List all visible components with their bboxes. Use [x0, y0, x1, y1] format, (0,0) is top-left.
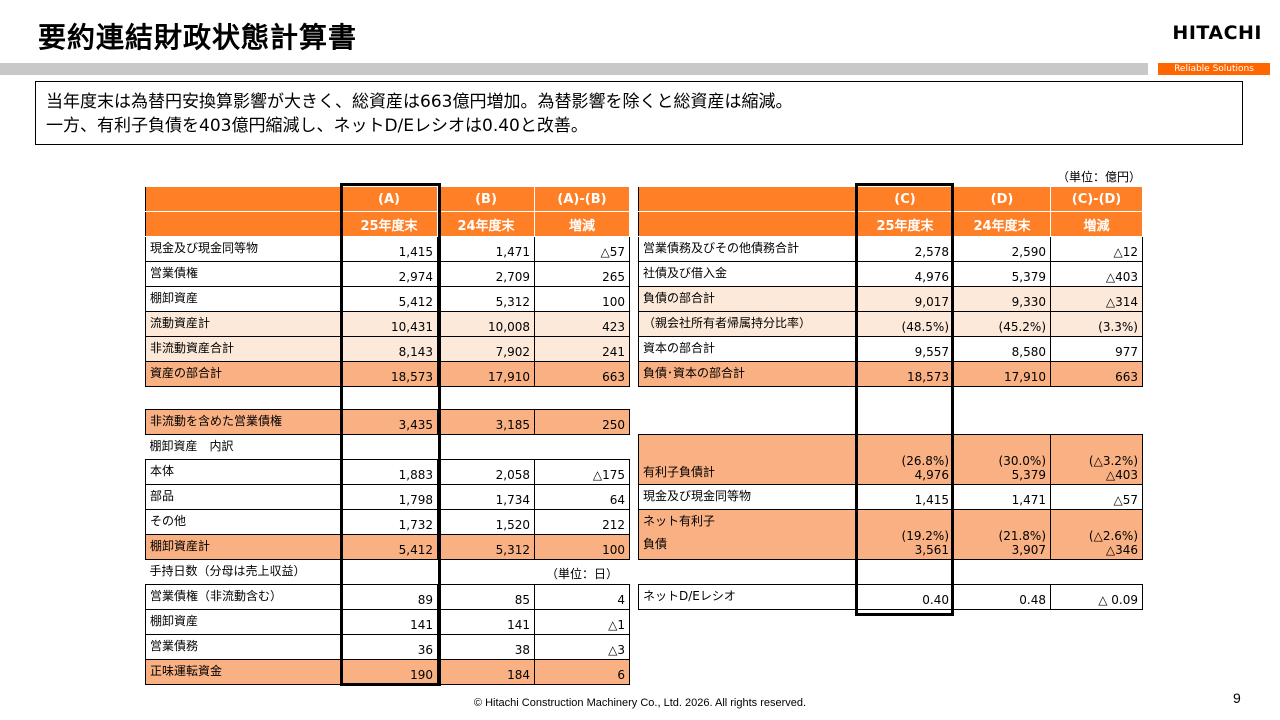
col-cd: (C)-(D)	[1050, 186, 1143, 212]
col-d-label: 24年度末	[953, 211, 1051, 237]
table-row: その他 1,732 1,520 212	[145, 509, 630, 535]
table-row: 営業債務 36 38 △3	[145, 634, 630, 660]
table-row: 資産の部合計 18,573 17,910 663	[145, 361, 630, 387]
table-row: 負債･資本の部合計 18,573 17,910 663	[638, 361, 1143, 387]
table-row: 流動資産計 10,431 10,008 423	[145, 311, 630, 337]
table-row: 現金及び現金同等物 1,415 1,471 △57	[145, 236, 630, 262]
table-row: 棚卸資産 5,412 5,312 100	[145, 286, 630, 312]
table-row: 社債及び借入金 4,976 5,379 △403	[638, 261, 1143, 287]
days-unit-label: （単位：日）	[545, 567, 618, 581]
table-row: 負債の部合計 9,017 9,330 △314	[638, 286, 1143, 312]
table-row: 非流動を含めた営業債権 3,435 3,185 250	[145, 409, 630, 435]
section-title-row: 棚卸資産 内訳	[146, 435, 630, 460]
col-c: (C)	[856, 186, 954, 212]
col-b: (B)	[437, 186, 535, 212]
holding-days-title: 手持日数（分母は売上収益）	[149, 564, 306, 578]
copyright-footer: © Hitachi Construction Machinery Co., Lt…	[473, 697, 807, 709]
inventory-breakdown-title: 棚卸資産 内訳	[149, 439, 234, 453]
header-row-2: 25年度末 24年度末 増減	[638, 211, 1143, 237]
col-d: (D)	[953, 186, 1051, 212]
table-row: 棚卸資産 141 141 △1	[145, 609, 630, 635]
page-number: 9	[1233, 690, 1241, 706]
table-row: 資本の部合計 9,557 8,580 977	[638, 336, 1143, 362]
table-row: 現金及び現金同等物 1,415 1,471 △57	[638, 484, 1143, 510]
table-row: （親会社所有者帰属持分比率） (48.5%) (45.2%) (3.3%)	[638, 311, 1143, 337]
col-a-label: 25年度末	[340, 211, 438, 237]
table-row: 本体 1,883 2,058 △175	[145, 459, 630, 485]
summary-box: 当年度末は為替円安換算影響が大きく、総資産は663億円増加。為替影響を除くと総資…	[35, 81, 1243, 145]
col-ab-label: 増減	[534, 211, 630, 237]
col-c-label: 25年度末	[856, 211, 954, 237]
table-row: 営業債務及びその他債務合計 2,578 2,590 △12	[638, 236, 1143, 262]
table-row: 部品 1,798 1,734 64	[145, 484, 630, 510]
section-title-row: 手持日数（分母は売上収益） （単位：日）	[146, 560, 630, 585]
table-row: ネットD/Eレシオ 0.40 0.48 △ 0.09	[638, 584, 1143, 610]
table-row: 営業債権（非流動含む） 89 85 4	[145, 584, 630, 610]
header-row-1: (A) (B) (A)-(B)	[145, 186, 630, 212]
page-title: 要約連結財政状態計算書	[38, 21, 358, 54]
table-row: ネット有利子 負債 (19.2%) 3,561 (21.8%) 3,907 (△2.6…	[638, 509, 1143, 560]
header-row-1: (C) (D) (C)-(D)	[638, 186, 1143, 212]
header-row-2: 25年度末 24年度末 増減	[145, 211, 630, 237]
liabilities-table: (C) (D) (C)-(D) 25年度末 24年度末 増減 営業債務及びその他…	[638, 186, 1143, 610]
summary-line-1: 当年度末は為替円安換算影響が大きく、総資産は663億円増加。為替影響を除くと総資…	[46, 92, 793, 112]
col-ab: (A)-(B)	[534, 186, 630, 212]
table-row: 正味運転資金 190 184 6	[145, 659, 630, 685]
header-bar	[0, 63, 1148, 75]
table-row: 営業債権 2,974 2,709 265	[145, 261, 630, 287]
assets-table: (A) (B) (A)-(B) 25年度末 24年度末 増減 現金及び現金同等物…	[145, 186, 630, 685]
table-row: 非流動資産合計 8,143 7,902 241	[145, 336, 630, 362]
col-b-label: 24年度末	[437, 211, 535, 237]
unit-label: （単位：億円）	[1057, 170, 1142, 184]
col-a: (A)	[340, 186, 438, 212]
hitachi-logo: HITACHI	[1172, 22, 1262, 44]
summary-line-2: 一方、有利子負債を403億円縮減し、ネットD/Eレシオは0.40と改善。	[46, 116, 588, 136]
table-row: 棚卸資産計 5,412 5,312 100	[145, 534, 630, 560]
tagline-badge: Reliable Solutions	[1158, 63, 1270, 75]
col-cd-label: 増減	[1050, 211, 1143, 237]
table-row: 有利子負債計 (26.8%) 4,976 (30.0%) 5,379 (△3.2%)…	[638, 434, 1143, 485]
